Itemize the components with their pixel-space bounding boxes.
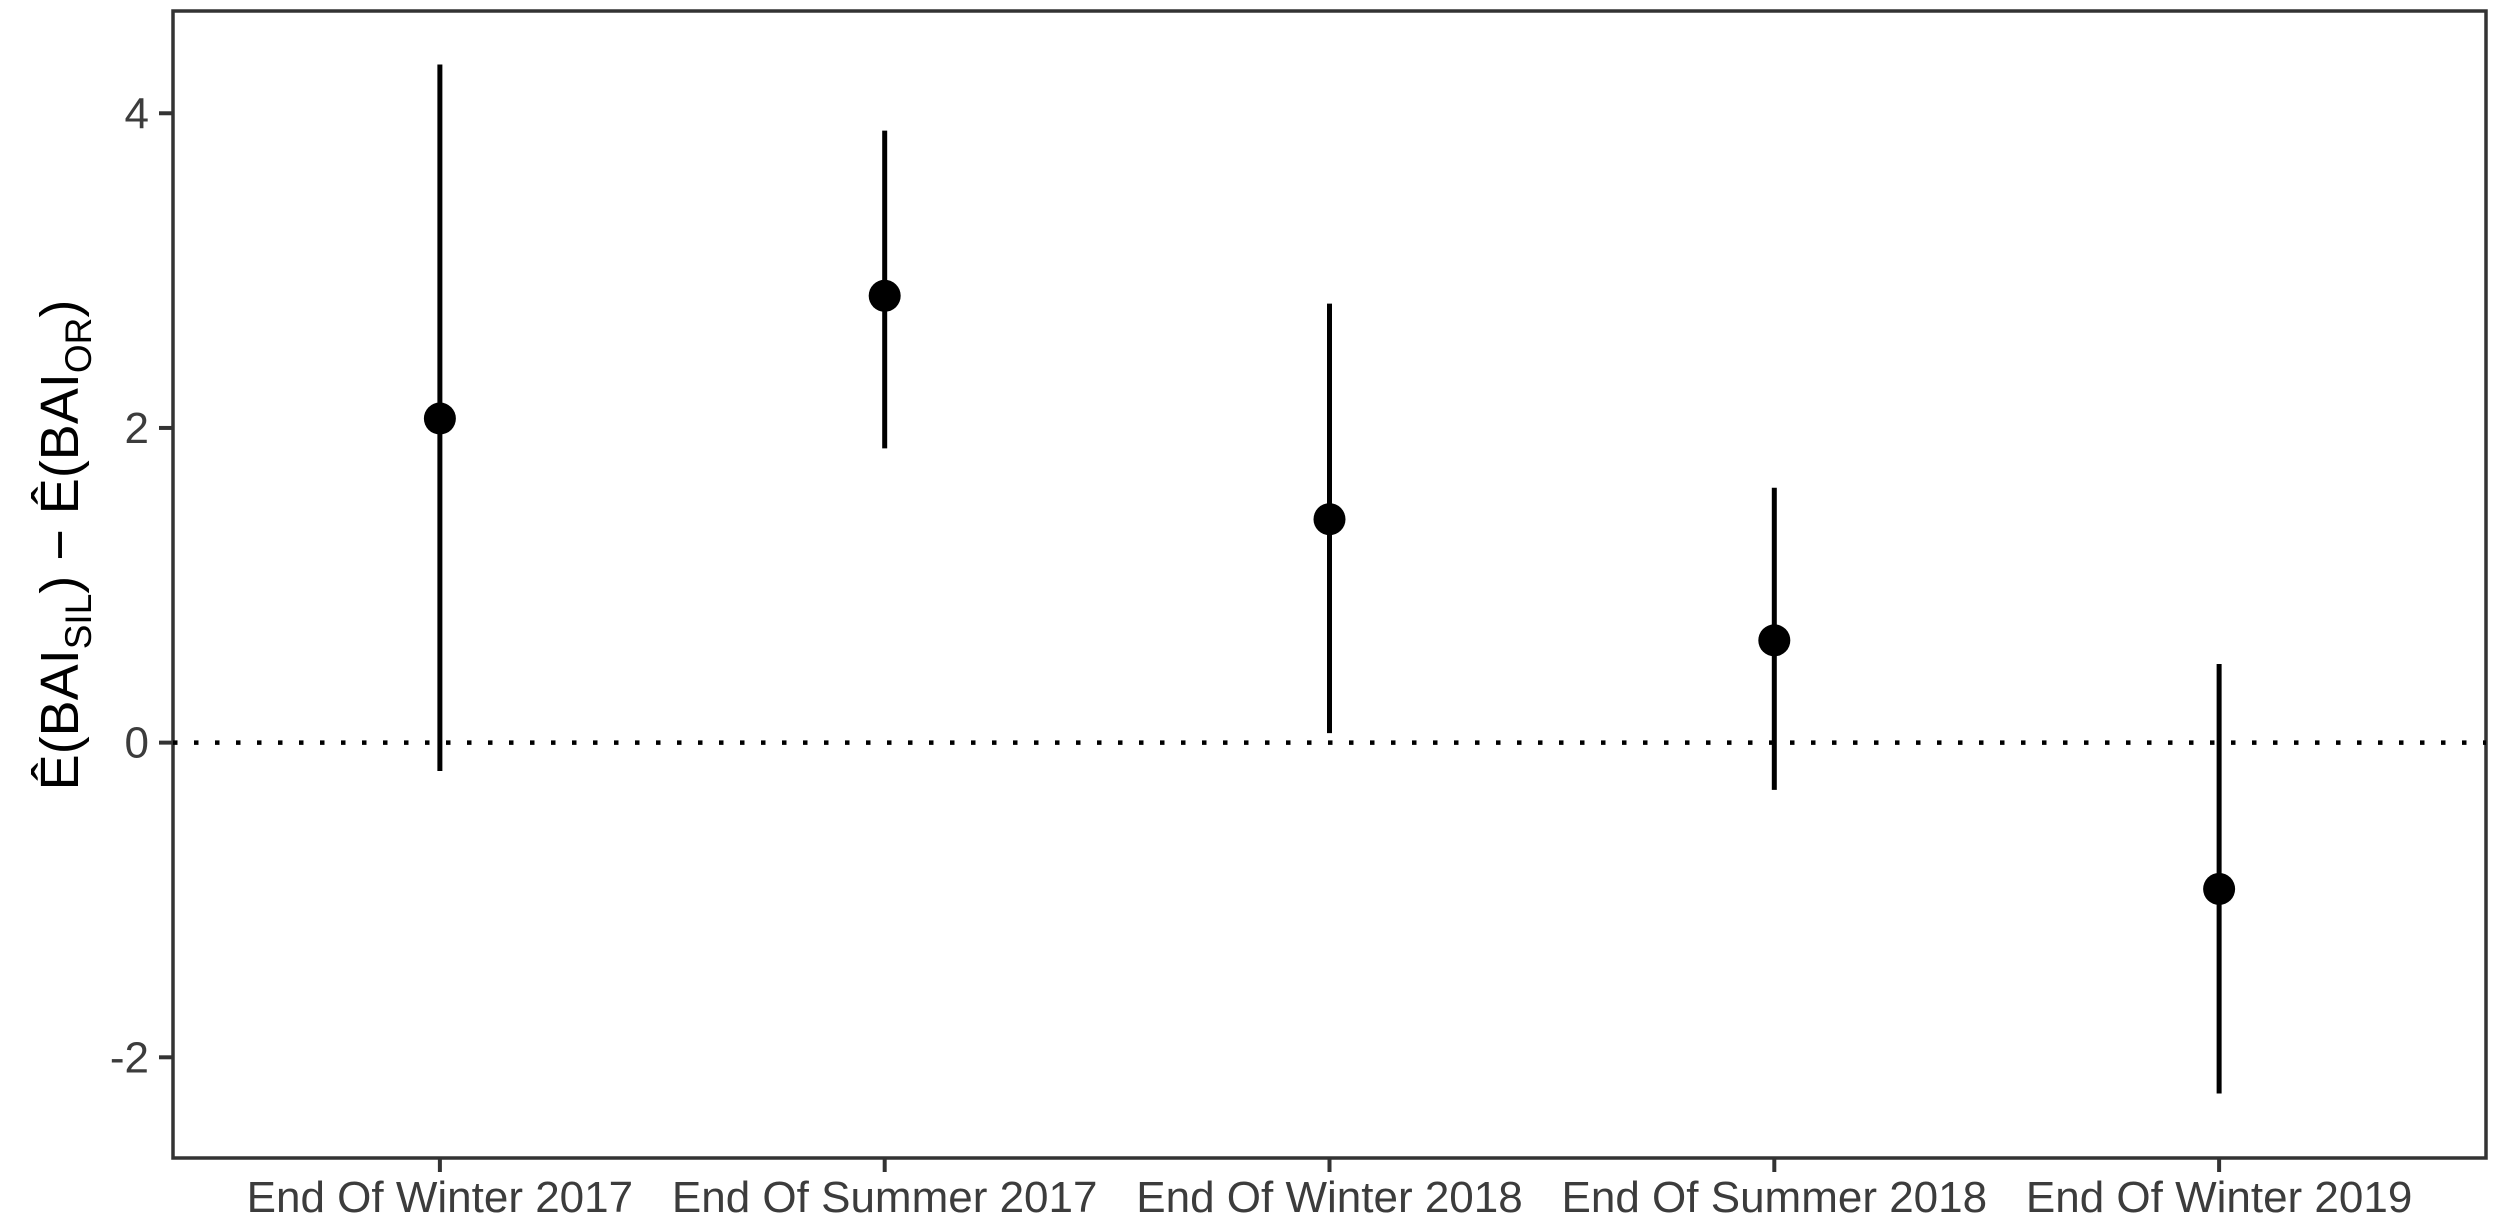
x-tick-label: End Of Summer 2018 (1562, 1173, 1988, 1222)
x-tick-label: End Of Winter 2018 (1136, 1173, 1522, 1222)
y-axis-title-subscript: SIL (58, 594, 99, 650)
pointrange-group: End Of Winter 2018 (1136, 303, 1523, 1222)
pointrange-group: End Of Summer 2017 (672, 130, 1098, 1222)
y-axis-title: Ê(BAISIL) − Ê(BAIOR) (30, 300, 99, 791)
y-tick-label: -2 (110, 1033, 149, 1082)
y-axis-title-subscript: OR (58, 318, 99, 374)
y-tick-label: 2 (125, 404, 149, 453)
pointrange-group: End Of Winter 2017 (247, 64, 633, 1222)
point-marker (423, 402, 456, 435)
y-tick-label: 4 (125, 89, 149, 138)
x-tick-label: End Of Winter 2017 (247, 1173, 633, 1222)
x-tick-label: End Of Winter 2019 (2026, 1173, 2412, 1222)
point-marker (1313, 503, 1346, 536)
pointrange-group: End Of Summer 2018 (1562, 487, 1988, 1222)
y-axis-title-text: ) − Ê(BAI (30, 373, 90, 594)
y-tick-label: 0 (125, 719, 149, 768)
point-marker (2203, 872, 2236, 905)
y-axis-title-text: Ê(BAI (30, 649, 90, 790)
x-tick-label: End Of Summer 2017 (672, 1173, 1098, 1222)
pointrange-group: End Of Winter 2019 (2026, 663, 2412, 1222)
point-marker (868, 279, 901, 312)
y-axis-title-text: ) (30, 300, 90, 318)
point-marker (1758, 624, 1791, 657)
